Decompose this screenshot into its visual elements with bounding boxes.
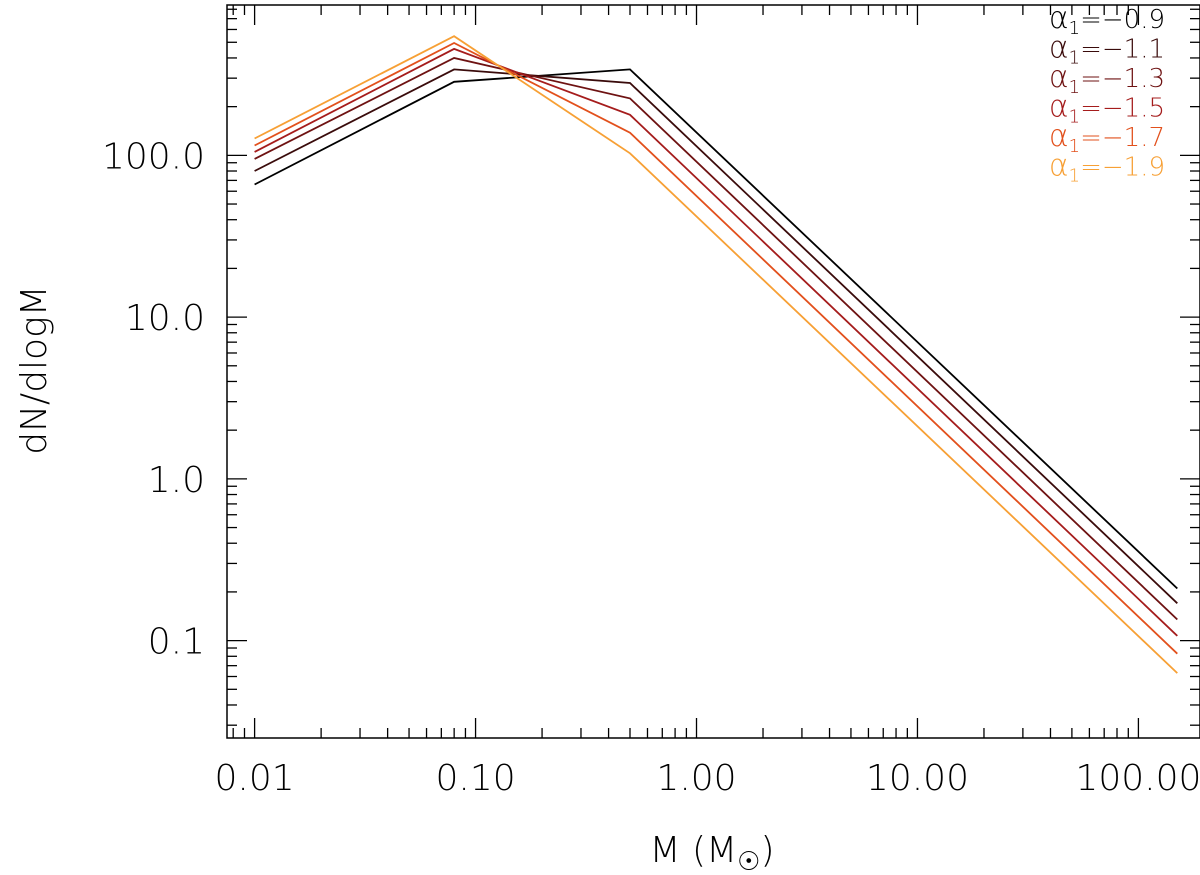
legend-label: =−1.1	[1080, 35, 1165, 65]
x-tick-label: 10.00	[866, 758, 969, 799]
legend-subscript: 1	[1069, 48, 1080, 69]
x-tick-label: 100.00	[1075, 758, 1200, 799]
legend-entry-6: α1=−1.9	[1049, 149, 1165, 187]
plot-frame	[226, 4, 1200, 739]
legend-entry-4: α1=−1.5	[1049, 90, 1165, 128]
tick-labels: 0.01 0.10 1.00 10.00 100.00 0.1 1.0 10.0 100.0	[102, 136, 1200, 799]
x-axis-label: M (M☉)	[650, 830, 775, 875]
legend-label: =−1.9	[1080, 153, 1165, 183]
x-tick-label: 1.00	[656, 758, 736, 799]
legend-alpha: α	[1049, 90, 1069, 125]
x-tick-label: 0.10	[435, 758, 515, 799]
legend-entry-1: α1=−0.9	[1049, 1, 1165, 39]
x-axis-label-close: )	[760, 830, 774, 871]
legend-alpha: α	[1049, 149, 1069, 184]
legend-entry-2: α1=−1.1	[1049, 31, 1165, 69]
legend-subscript: 1	[1069, 107, 1080, 128]
series-line-4	[254, 47, 1178, 637]
legend-entry-5: α1=−1.7	[1049, 119, 1165, 157]
legend-alpha: α	[1049, 31, 1069, 66]
y-tick-label: 10.0	[125, 298, 205, 339]
legend-subscript: 1	[1069, 77, 1080, 98]
y-axis-label: dN/dlogM	[14, 285, 55, 454]
axis-ticks	[227, 5, 1200, 738]
legend-alpha: α	[1049, 119, 1069, 154]
sun-symbol: ☉	[737, 847, 760, 875]
y-tick-label: 100.0	[102, 136, 205, 177]
x-axis-label-text: M (M	[650, 830, 738, 871]
y-tick-label: 1.0	[148, 460, 205, 501]
legend-entry-3: α1=−1.3	[1049, 60, 1165, 98]
legend-label: =−1.5	[1080, 94, 1165, 124]
legend-subscript: 1	[1069, 18, 1080, 39]
series-line-5	[254, 41, 1178, 655]
series-line-3	[254, 57, 1178, 621]
series-line-2	[254, 68, 1178, 604]
y-tick-label: 0.1	[148, 622, 205, 663]
legend-alpha: α	[1049, 60, 1069, 95]
legend-label: =−1.3	[1080, 64, 1165, 94]
legend-subscript: 1	[1069, 166, 1080, 187]
legend-subscript: 1	[1069, 136, 1080, 157]
series-line-1	[254, 68, 1178, 590]
series-lines	[254, 35, 1178, 674]
x-tick-label: 0.01	[215, 758, 295, 799]
series-line-6	[254, 35, 1178, 674]
legend-label: =−1.7	[1080, 123, 1165, 153]
legend-label: =−0.9	[1080, 5, 1165, 35]
legend: α1=−0.9α1=−1.1α1=−1.3α1=−1.5α1=−1.7α1=−1…	[1049, 1, 1165, 187]
legend-alpha: α	[1049, 1, 1069, 36]
